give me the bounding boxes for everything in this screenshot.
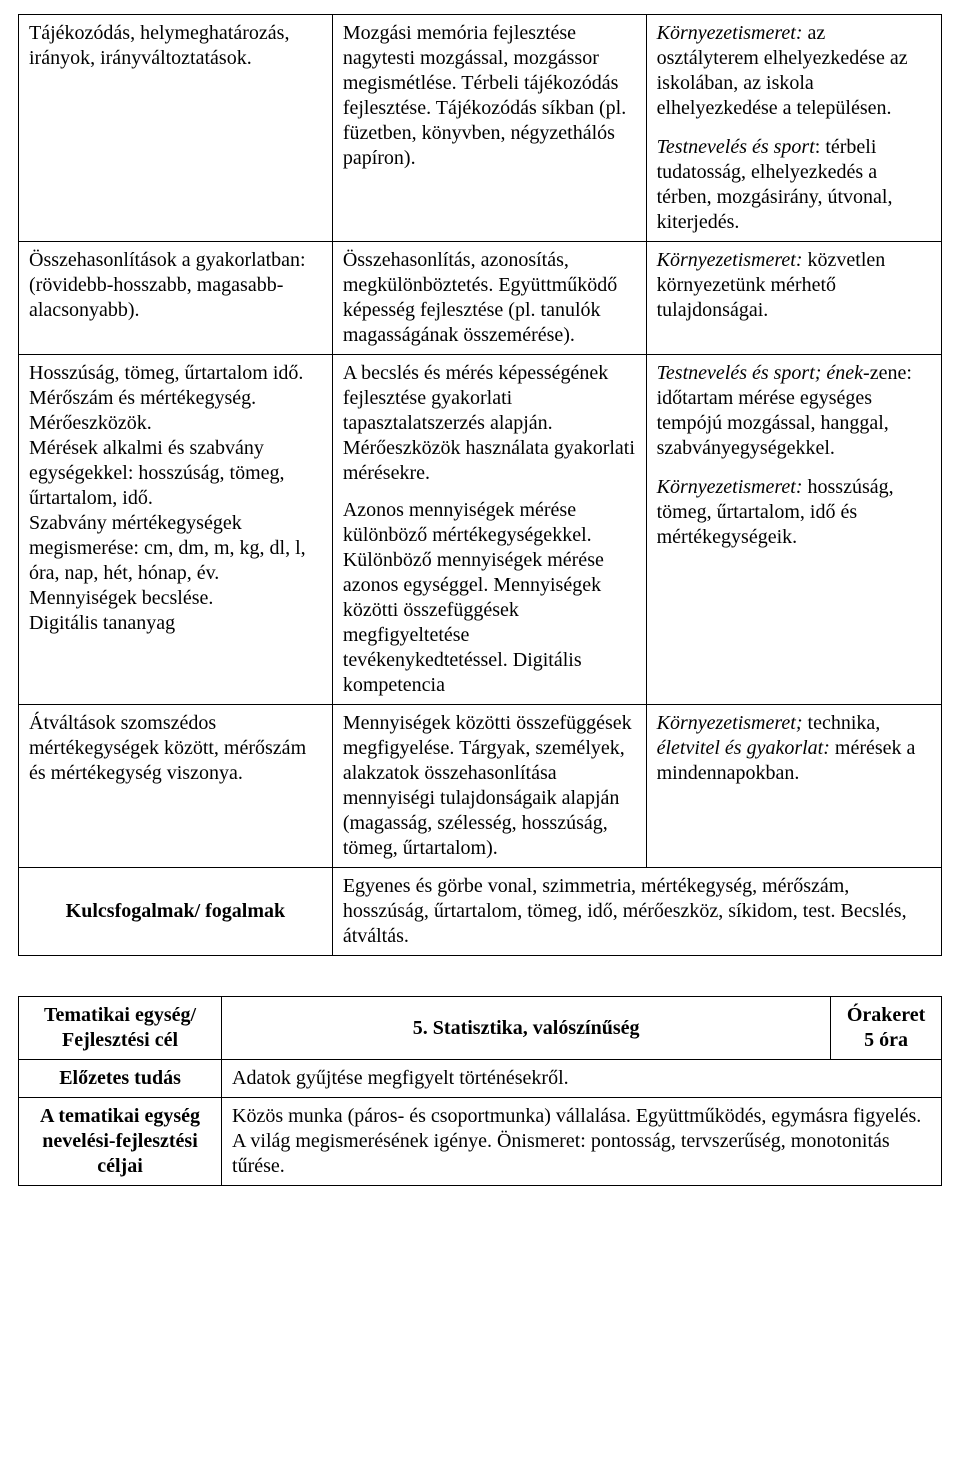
cell-topic: Hosszúság, tömeg, űrtartalom idő. Mérősz… [19,355,333,705]
prior-knowledge-text: Adatok gyűjtése megfigyelt történésekről… [222,1060,942,1098]
cell-text: Azonos mennyiségek mérése különböző mért… [343,499,604,696]
key-concepts-row: Kulcsfogalmak/ fogalmak Egyenes és görbe… [19,868,942,956]
cell-links: Környezetismeret; technika, életvitel és… [646,705,941,868]
cell-activity: Mennyiségek közötti összefüggések megfig… [332,705,646,868]
hours-label: Órakeret [847,1004,926,1026]
subject-label: Testnevelés és sport [657,136,815,158]
cell-text: Összehasonlítás, azonosítás, megkülönböz… [343,249,617,346]
cell-text: technika [803,712,876,734]
unit-label: Tematikai egység/ Fejlesztési cél [19,997,222,1060]
table-row: Összehasonlítások a gyakorlatban: (rövid… [19,242,942,355]
cell-text: A becslés és mérés képességének fejleszt… [343,362,635,484]
cell-text: Átváltások szomszédos mértékegységek köz… [29,712,306,784]
subject-label: Testnevelés és sport; ének- [657,362,870,384]
table-row: Tájékozódás, helymeghatározás, irányok, … [19,15,942,242]
subject-label: Környezetismeret: [657,22,803,44]
cell-text: 5. Statisztika, valószínűség [413,1017,640,1039]
subject-label: Környezetismeret; [657,712,803,734]
cell-text: Hosszúság, tömeg, űrtartalom idő. Mérősz… [29,362,306,634]
cell-text: Adatok gyűjtése megfigyelt történésekről… [232,1067,569,1089]
table-row: Hosszúság, tömeg, űrtartalom idő. Mérősz… [19,355,942,705]
cell-text: Összehasonlítások a gyakorlatban: (rövid… [29,249,306,321]
table-row: Tematikai egység/ Fejlesztési cél 5. Sta… [19,997,942,1060]
cell-text: A tematikai egység nevelési-fejlesztési … [40,1105,200,1177]
cell-links: Testnevelés és sport; ének-zene: időtart… [646,355,941,705]
cell-text: Kulcsfogalmak/ fogalmak [66,900,285,922]
cell-text: Tájékozódás, helymeghatározás, irányok, … [29,22,289,69]
table-row: Előzetes tudás Adatok gyűjtése megfigyel… [19,1060,942,1098]
cell-text: Tematikai egység/ Fejlesztési cél [44,1004,196,1051]
cell-text: Mozgási memória fejlesztése nagytesti mo… [343,22,626,169]
goals-label: A tematikai egység nevelési-fejlesztési … [19,1098,222,1186]
cell-topic: Összehasonlítások a gyakorlatban: (rövid… [19,242,333,355]
table-row: Átváltások szomszédos mértékegységek köz… [19,705,942,868]
unit-header-table: Tematikai egység/ Fejlesztési cél 5. Sta… [18,996,942,1186]
cell-activity: Összehasonlítás, azonosítás, megkülönböz… [332,242,646,355]
prior-knowledge-label: Előzetes tudás [19,1060,222,1098]
hours-frame: Órakeret 5 óra [831,997,942,1060]
cell-links: Környezetismeret: az osztályterem elhely… [646,15,941,242]
key-concepts-label: Kulcsfogalmak/ fogalmak [19,868,333,956]
subject-label: Környezetismeret: [657,476,803,498]
key-concepts-text: Egyenes és görbe vonal, szimmetria, mért… [332,868,941,956]
unit-title: 5. Statisztika, valószínűség [222,997,831,1060]
hours-value: 5 óra [864,1029,908,1051]
cell-topic: Átváltások szomszédos mértékegységek köz… [19,705,333,868]
cell-activity: Mozgási memória fejlesztése nagytesti mo… [332,15,646,242]
cell-activity: A becslés és mérés képességének fejleszt… [332,355,646,705]
cell-topic: Tájékozódás, helymeghatározás, irányok, … [19,15,333,242]
spacer [18,956,942,996]
cell-text: Közös munka (páros- és csoportmunka) vál… [232,1105,921,1177]
cell-text: Előzetes tudás [59,1067,181,1089]
cell-text: Mennyiségek közötti összefüggések megfig… [343,712,632,859]
table-row: A tematikai egység nevelési-fejlesztési … [19,1098,942,1186]
cell-links: Környezetismeret: közvetlen környezetünk… [646,242,941,355]
content-table: Tájékozódás, helymeghatározás, irányok, … [18,14,942,956]
subject-label: Környezetismeret: [657,249,803,271]
cell-text: Egyenes és görbe vonal, szimmetria, mért… [343,875,907,947]
goals-text: Közös munka (páros- és csoportmunka) vál… [222,1098,942,1186]
